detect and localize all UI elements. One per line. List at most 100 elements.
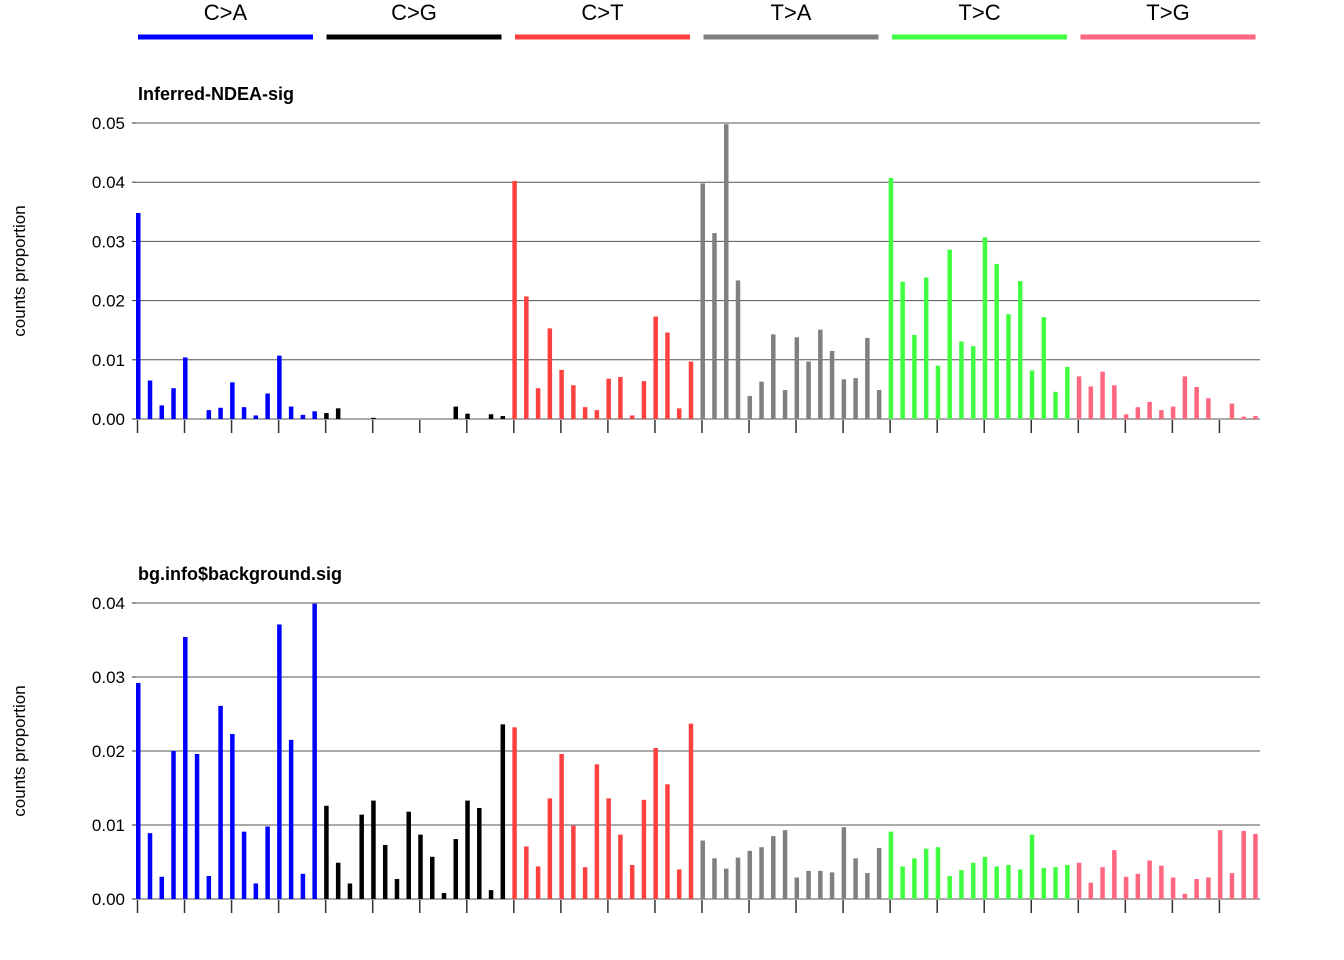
bar-TtoG-14	[1241, 830, 1246, 899]
bar-TtoC-9	[994, 263, 999, 419]
bar-CtoT-14	[676, 869, 682, 899]
bar-CtoT-13	[665, 784, 670, 899]
bar-TtoG-6	[1147, 401, 1152, 419]
bar-TtoA-4	[747, 850, 753, 899]
bar-CtoT-12	[653, 316, 658, 419]
y-axis-title: counts proportion	[10, 205, 29, 336]
bar-CtoG-9	[430, 856, 435, 899]
y-tick-label: 0.03	[92, 232, 125, 251]
bar-TtoG-13	[1229, 873, 1235, 899]
bar-TtoA-7	[782, 830, 788, 899]
y-tick-label: 0.02	[92, 292, 125, 311]
bar-TtoA-13	[853, 858, 858, 899]
bar-TtoG-1	[1088, 882, 1094, 899]
bar-TtoA-0	[700, 183, 705, 419]
bar-CtoG-4	[371, 417, 376, 419]
bar-TtoG-10	[1194, 387, 1199, 419]
bar-CtoA-9	[241, 831, 247, 899]
legend-label-2: C>T	[581, 0, 623, 25]
bar-TtoG-3	[1112, 850, 1117, 899]
bar-CtoG-6	[394, 879, 400, 899]
bar-CtoT-10	[629, 415, 635, 419]
bar-TtoG-6	[1147, 860, 1152, 899]
bar-CtoG-0	[324, 413, 329, 419]
bar-TtoG-7	[1159, 865, 1164, 899]
bar-CtoT-8	[606, 378, 611, 419]
bar-CtoG-11	[453, 406, 459, 419]
bar-CtoT-7	[594, 764, 600, 899]
panel-title: Inferred-NDEA-sig	[138, 84, 294, 104]
bar-TtoG-2	[1100, 867, 1105, 899]
bar-TtoC-11	[1018, 869, 1023, 899]
bar-TtoG-1	[1088, 386, 1094, 419]
bar-TtoG-15	[1253, 833, 1258, 899]
bar-CtoT-13	[665, 332, 670, 419]
panel-title: bg.info$background.sig	[138, 564, 342, 584]
bar-TtoG-0	[1076, 376, 1082, 419]
bar-CtoT-6	[582, 407, 588, 419]
bar-CtoT-5	[571, 825, 576, 899]
bar-TtoC-4	[935, 365, 941, 419]
bar-TtoG-10	[1194, 879, 1199, 899]
bar-TtoG-11	[1206, 877, 1211, 899]
bar-CtoG-12	[465, 413, 470, 419]
bar-CtoG-13	[477, 807, 482, 899]
bar-TtoC-10	[1006, 864, 1011, 899]
bar-TtoA-15	[876, 847, 882, 899]
bar-CtoA-15	[312, 411, 317, 419]
bar-CtoA-5	[194, 753, 200, 899]
bar-TtoA-0	[700, 840, 705, 899]
bar-CtoG-14	[488, 414, 494, 419]
bar-CtoG-3	[359, 814, 364, 899]
bar-CtoT-0	[512, 727, 517, 899]
bar-CtoT-4	[559, 369, 564, 419]
bar-CtoG-5	[382, 844, 388, 899]
y-axis-title: counts proportion	[10, 685, 29, 816]
bar-TtoG-5	[1135, 407, 1141, 419]
bar-TtoC-13	[1041, 867, 1047, 899]
bar-TtoA-3	[735, 857, 741, 899]
bar-CtoT-3	[547, 328, 553, 419]
bar-CtoT-1	[524, 296, 529, 419]
bar-CtoA-1	[147, 833, 153, 899]
bar-CtoT-1	[524, 846, 529, 899]
bar-CtoT-2	[535, 866, 541, 899]
bar-CtoG-7	[406, 811, 411, 899]
bar-CtoG-1	[335, 862, 341, 899]
bar-CtoA-2	[159, 876, 165, 899]
bar-TtoA-11	[829, 872, 835, 899]
bar-TtoG-9	[1182, 376, 1188, 419]
bar-TtoA-13	[853, 378, 858, 419]
bar-CtoT-11	[641, 381, 647, 419]
y-tick-label: 0.00	[92, 890, 125, 909]
bar-CtoT-8	[606, 798, 611, 899]
bar-TtoG-7	[1159, 410, 1164, 419]
bar-CtoA-4	[183, 637, 188, 899]
y-tick-label: 0.02	[92, 742, 125, 761]
bar-CtoA-0	[136, 682, 141, 899]
bar-CtoA-3	[171, 751, 176, 899]
bar-CtoA-8	[230, 382, 235, 419]
bar-TtoG-0	[1076, 862, 1082, 899]
bar-TtoA-14	[865, 873, 870, 899]
bar-CtoA-10	[253, 415, 259, 419]
panel-1: 0.00 0.01 0.02 0.03 0.04 bg.info$background.s…	[10, 564, 1260, 913]
bar-CtoT-12	[653, 748, 658, 899]
bar-TtoC-11	[1018, 281, 1023, 419]
bar-TtoC-13	[1041, 317, 1047, 419]
bar-CtoT-6	[582, 867, 588, 899]
bar-TtoC-3	[923, 277, 929, 419]
bar-CtoA-11	[265, 826, 270, 899]
bar-TtoG-3	[1112, 385, 1117, 419]
bar-TtoA-1	[712, 233, 717, 419]
bar-TtoC-0	[888, 831, 894, 899]
bar-TtoC-7	[970, 862, 976, 899]
legend-label-4: T>C	[958, 0, 1000, 25]
legend-label-0: C>A	[204, 0, 248, 25]
bar-TtoC-14	[1053, 867, 1058, 899]
bar-TtoA-8	[794, 877, 800, 899]
bar-CtoG-1	[335, 408, 341, 419]
bar-TtoA-4	[747, 395, 753, 419]
